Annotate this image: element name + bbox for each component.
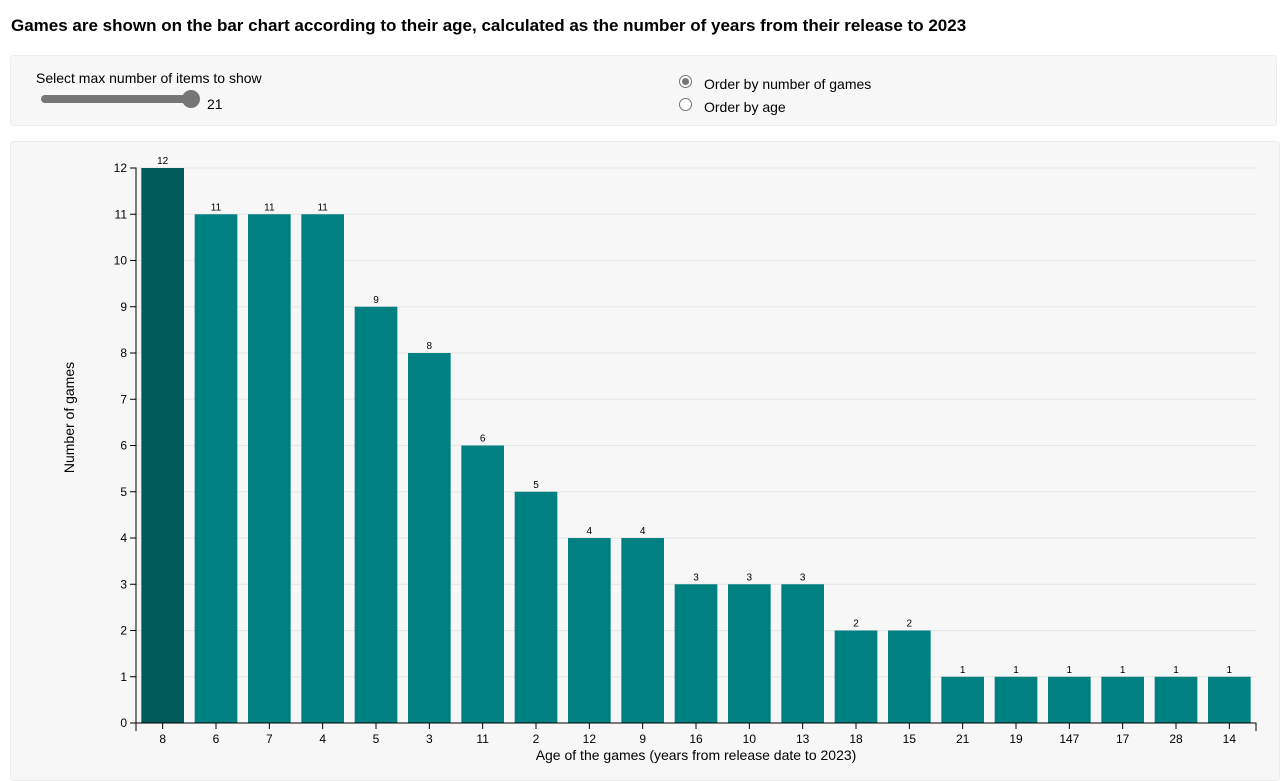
y-tick-label: 3 [120, 577, 127, 591]
bar-value-label: 1 [1067, 665, 1073, 676]
bar[interactable] [888, 630, 931, 724]
bar[interactable] [1154, 676, 1198, 723]
y-tick-label: 10 [114, 254, 128, 268]
bar[interactable] [461, 445, 504, 724]
bar[interactable] [141, 168, 184, 723]
x-axis-title: Age of the games (years from release dat… [536, 747, 857, 763]
y-tick-label: 11 [115, 207, 128, 221]
bar-value-label: 2 [853, 619, 859, 630]
bar[interactable] [248, 214, 291, 723]
y-tick-label: 12 [114, 161, 128, 175]
x-tick-label: 17 [1116, 732, 1130, 746]
bar-value-label: 12 [157, 156, 169, 167]
order-by-number-label: Order by number of games [704, 76, 872, 92]
bar-value-label: 3 [800, 572, 806, 583]
x-tick-label: 9 [639, 732, 646, 746]
page-title: Games are shown on the bar chart accordi… [11, 16, 967, 35]
bar[interactable] [781, 584, 824, 723]
bar[interactable] [301, 214, 344, 723]
bar-value-label: 1 [1013, 665, 1019, 676]
bar-value-label: 1 [1120, 665, 1126, 676]
bar-value-label: 6 [480, 434, 486, 445]
bar-value-label: 1 [1173, 665, 1179, 676]
bar[interactable] [194, 214, 238, 723]
bar[interactable] [834, 630, 878, 724]
bar-value-label: 4 [587, 526, 593, 537]
x-tick-label: 13 [796, 732, 810, 746]
y-tick-label: 9 [120, 300, 127, 314]
bar[interactable] [994, 676, 1038, 723]
x-tick-label: 3 [426, 732, 433, 746]
bar-value-label: 9 [373, 295, 379, 306]
y-tick-label: 6 [120, 439, 127, 453]
x-tick-label: 10 [743, 732, 757, 746]
x-tick-label: 16 [689, 732, 703, 746]
slider-value: 21 [207, 96, 223, 112]
bar-value-label: 5 [533, 480, 539, 491]
x-tick-label: 8 [159, 732, 166, 746]
slider-track[interactable] [41, 95, 193, 103]
x-axis: 8 6 7 4 5 3 11 2 12 9 16 10 13 18 15 21 19 147 17 28 14 [135, 722, 1257, 746]
bar[interactable] [354, 306, 398, 723]
x-tick-label: 18 [849, 732, 863, 746]
chart-panel: 12 11 11 11 9 8 6 5 4 4 3 3 3 2 2 1 1 1 1 1 1 0 1 2 3 4 5 6 7 8 9 10 11… [10, 141, 1280, 781]
bar-value-label: 2 [907, 619, 913, 630]
x-tick-label: 28 [1169, 732, 1183, 746]
max-items-slider[interactable] [39, 90, 201, 108]
bars [141, 168, 1251, 724]
y-axis-line [130, 167, 137, 724]
bar[interactable] [728, 584, 771, 723]
slider-thumb[interactable] [182, 90, 200, 108]
slider-label: Select max number of items to show [36, 70, 262, 86]
y-tick-label: 4 [120, 531, 127, 545]
x-tick-label: 5 [373, 732, 380, 746]
x-tick-label: 12 [583, 732, 597, 746]
bar[interactable] [1101, 676, 1144, 723]
bar-value-label: 8 [427, 341, 433, 352]
bar-value-label: 11 [211, 202, 222, 213]
y-tick-label: 1 [120, 670, 127, 684]
x-tick-label: 14 [1223, 732, 1237, 746]
controls-panel: Select max number of items to show 21 Or… [10, 55, 1277, 126]
x-tick-label: 19 [1009, 732, 1023, 746]
x-tick-label: 147 [1059, 732, 1079, 746]
radio-button-unchecked[interactable] [679, 98, 692, 111]
bar-value-label: 1 [1227, 665, 1233, 676]
bar-value-label: 11 [317, 202, 328, 213]
bar-value-label: 3 [693, 572, 699, 583]
bar-value-label: 4 [640, 526, 646, 537]
x-tick-label: 15 [903, 732, 917, 746]
y-tick-label: 2 [120, 624, 127, 638]
bar[interactable] [514, 491, 558, 723]
bar[interactable] [941, 676, 984, 723]
x-tick-label: 7 [266, 732, 273, 746]
bar[interactable] [674, 584, 718, 723]
y-tick-label: 5 [120, 485, 127, 499]
bar-value-label: 3 [747, 572, 753, 583]
bar[interactable] [1048, 676, 1091, 723]
x-tick-label: 11 [476, 732, 489, 746]
bar-value-label: 11 [264, 202, 275, 213]
y-tick-label: 7 [120, 392, 127, 406]
y-tick-label: 0 [120, 716, 127, 730]
y-axis-title: Number of games [61, 362, 77, 473]
y-tick-label: 8 [120, 346, 127, 360]
x-tick-label: 6 [213, 732, 220, 746]
radio-button-checked[interactable] [679, 75, 692, 88]
bar[interactable] [568, 538, 611, 723]
order-by-age-label: Order by age [704, 99, 786, 115]
x-tick-label: 2 [533, 732, 540, 746]
x-tick-label: 4 [319, 732, 326, 746]
bar[interactable] [408, 353, 451, 723]
bar[interactable] [621, 538, 664, 723]
bar[interactable] [1208, 676, 1251, 723]
x-tick-label: 21 [956, 732, 970, 746]
bar-value-label: 1 [960, 665, 966, 676]
